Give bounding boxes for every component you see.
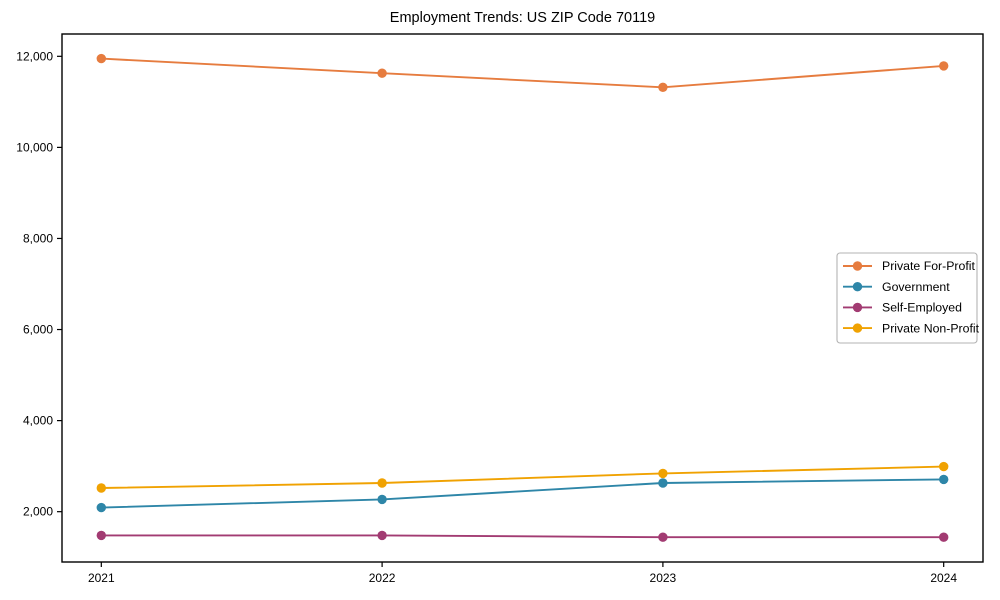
data-point-private-non-profit-2022	[377, 478, 387, 488]
legend-label-self-employed: Self-Employed	[882, 301, 962, 315]
y-tick-label: 12,000	[16, 49, 53, 63]
chart-title: Employment Trends: US ZIP Code 70119	[389, 10, 656, 26]
data-point-self-employed-2022	[377, 530, 387, 541]
legend-label-government: Government	[882, 280, 950, 294]
data-point-government-2023	[658, 478, 668, 488]
x-tick-label: 2024	[930, 571, 957, 585]
data-point-private-for-profit-2022	[377, 68, 387, 78]
x-tick-label: 2022	[369, 571, 396, 585]
data-point-private-for-profit-2021	[96, 53, 107, 64]
y-tick-label: 4,000	[23, 414, 53, 428]
data-point-self-employed-2021	[96, 530, 107, 541]
data-point-self-employed-2023	[658, 532, 668, 542]
data-point-private-for-profit-2024	[939, 61, 949, 71]
data-point-private-non-profit-2024	[939, 461, 949, 472]
plot-area-border	[61, 33, 984, 563]
series-line-private-for-profit	[101, 57, 944, 89]
legend-label-private-for-profit: Private For-Profit	[882, 259, 976, 273]
data-point-private-non-profit-2021	[96, 483, 107, 493]
legend-marker-self-employed	[852, 302, 863, 313]
data-point-government-2021	[96, 502, 107, 513]
y-tick-label: 2,000	[23, 505, 53, 519]
x-tick-label: 2023	[650, 571, 677, 585]
y-tick-label: 8,000	[23, 231, 53, 245]
series-line-self-employed	[101, 534, 944, 539]
legend-marker-government	[852, 282, 863, 292]
legend-marker-private-for-profit	[852, 261, 863, 271]
data-point-private-for-profit-2023	[658, 82, 668, 93]
legend-box	[836, 252, 978, 344]
x-tick-label: 2021	[88, 571, 115, 585]
data-point-government-2024	[939, 474, 949, 485]
legend-marker-private-non-profit	[852, 323, 863, 333]
data-point-self-employed-2024	[939, 532, 949, 542]
legend-label-private-non-profit: Private Non-Profit	[882, 321, 980, 335]
series-line-government	[101, 478, 944, 509]
y-tick-label: 10,000	[16, 140, 53, 154]
data-point-government-2022	[377, 494, 387, 505]
y-tick-label: 6,000	[23, 323, 53, 337]
data-point-private-non-profit-2023	[658, 468, 668, 479]
series-line-private-non-profit	[101, 465, 944, 489]
